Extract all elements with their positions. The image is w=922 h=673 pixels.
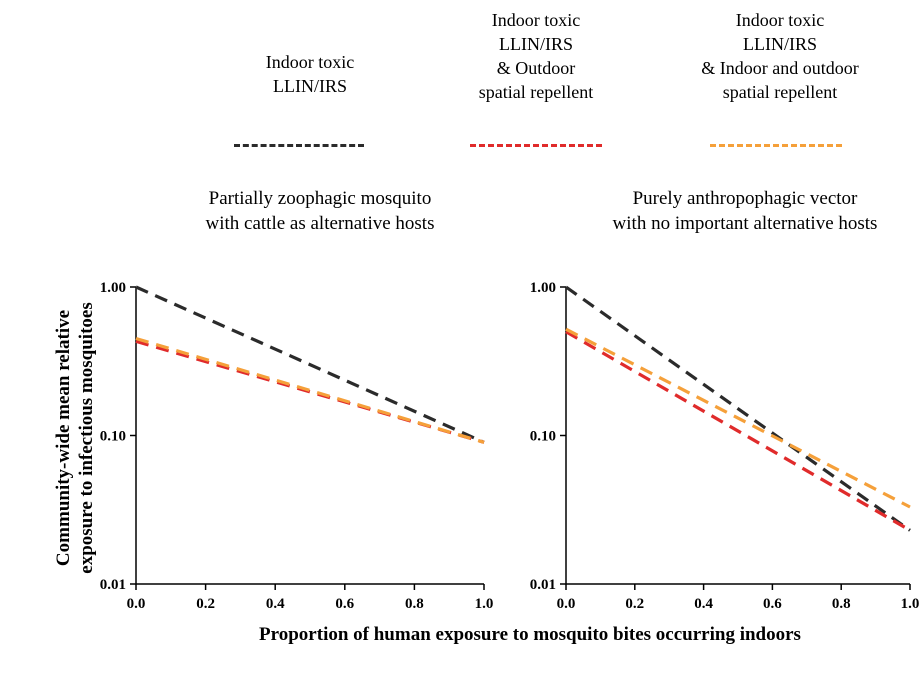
axis-lines [135,287,484,585]
x-tick-label: 0.4 [266,596,285,612]
legend-label-3: Indoor toxic LLIN/IRS & Indoor and outdo… [701,10,859,102]
x-tick-label: 1.0 [901,596,920,612]
x-tick-label: 0.6 [763,596,782,612]
y-tick-label: 0.10 [100,429,126,445]
y-tick-label: 1.00 [530,280,556,296]
series-line-3 [135,336,485,444]
x-tick-label: 0.8 [405,596,424,612]
y-tick-label: 0.10 [530,429,556,445]
x-tick-label: 0.8 [832,596,851,612]
legend-line-2 [470,144,602,147]
series-line-2 [135,339,485,444]
legend-label-2: Indoor toxic LLIN/IRS & Outdoor spatial … [478,10,594,102]
x-tick-label: 0.0 [127,596,146,612]
y-tick-label: 1.00 [100,280,126,296]
y-tick-label: 0.01 [530,577,556,593]
axis-lines [565,287,910,585]
legend-line-3 [710,144,842,147]
chart-panel-right: 0.01 0.10 1.00 0.0 0.2 0.4 0.6 0.8 1.0 [530,280,920,612]
series-line-3 [565,327,911,509]
series-line-1 [565,285,911,532]
x-tick-label: 0.2 [196,596,215,612]
legend-line-1 [234,144,364,147]
x-axis-label: Proportion of human exposure to mosquito… [259,624,801,645]
chart-panel-left: 0.01 0.10 1.00 0.0 0.2 0.4 0.6 0.8 1.0 [100,280,494,612]
series-line-2 [565,330,911,532]
panel-title-left: Partially zoophagic mosquito with cattle… [205,188,435,234]
panel-title-right: Purely anthropophagic vector with no imp… [612,188,878,234]
y-tick-label: 0.01 [100,577,126,593]
x-tick-label: 0.0 [557,596,576,612]
x-tick-label: 0.4 [694,596,713,612]
legend-label-1: Indoor toxic LLIN/IRS [265,52,355,96]
x-tick-label: 1.0 [475,596,494,612]
x-tick-label: 0.6 [335,596,354,612]
series-line-1 [135,285,485,444]
x-tick-label: 0.2 [625,596,644,612]
